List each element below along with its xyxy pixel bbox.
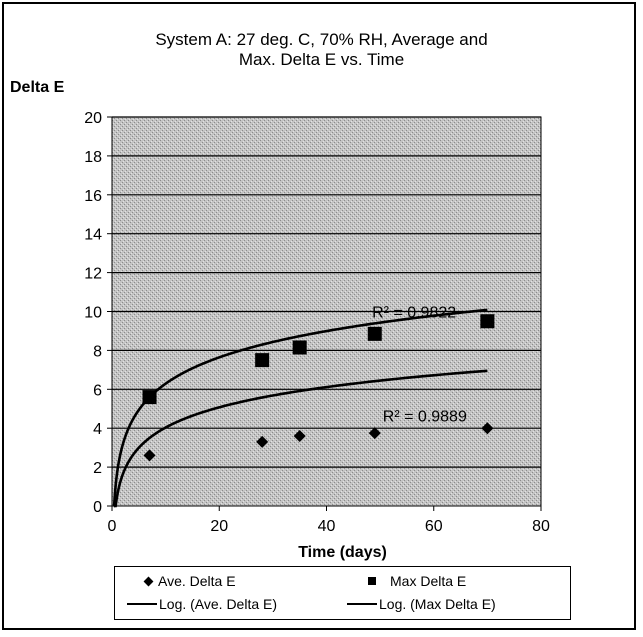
trendlines	[112, 308, 488, 508]
chart-title-line-1: System A: 27 deg. C, 70% RH, Average and	[155, 30, 488, 49]
y-tick-label: 10	[84, 305, 102, 322]
diamond-marker-icon	[143, 576, 154, 586]
y-tick-label: 0	[93, 499, 102, 516]
legend-label-log-max: Log. (Max Delta E)	[379, 596, 496, 612]
x-tick-label: 20	[210, 518, 228, 535]
y-tick-label: 14	[84, 227, 102, 244]
data-point-max	[255, 353, 270, 368]
line-marker-icon	[127, 603, 157, 605]
r-squared-label: R² = 0.9822	[372, 304, 456, 321]
legend-item-log-ave: Log. (Ave. Delta E)	[127, 596, 277, 612]
legend-item-log-max: Log. (Max Delta E)	[347, 596, 496, 612]
y-tick-label: 4	[93, 421, 102, 438]
chart-title: System A: 27 deg. C, 70% RH, Average and…	[0, 30, 643, 70]
y-tick-label: 8	[93, 343, 102, 360]
trendline	[112, 308, 488, 508]
data-point-max	[480, 314, 495, 329]
square-marker-icon	[368, 577, 376, 585]
data-point-max	[292, 340, 307, 355]
line-marker-icon	[347, 603, 377, 605]
annotations: R² = 0.9889 R² = 0.9822	[372, 304, 467, 425]
data-point-ave	[368, 427, 381, 440]
legend-item-max: Max Delta E	[368, 573, 466, 589]
data-point-ave	[293, 429, 306, 442]
y-tick-label: 20	[84, 110, 102, 127]
y-tick-label: 6	[93, 382, 102, 399]
legend: Ave. Delta E Max Delta E Log. (Ave. Delt…	[114, 566, 571, 620]
y-tick-label: 2	[93, 460, 102, 477]
legend-item-ave: Ave. Delta E	[143, 573, 236, 589]
data-point-max	[367, 326, 382, 341]
x-tick-label: 0	[108, 518, 117, 535]
x-tick-label: 40	[318, 518, 336, 535]
trendline	[113, 369, 488, 508]
y-tick-label: 18	[84, 149, 102, 166]
legend-label-ave: Ave. Delta E	[158, 573, 236, 589]
r-squared-label: R² = 0.9889	[383, 408, 467, 425]
legend-label-max: Max Delta E	[390, 573, 467, 589]
data-point-ave	[256, 435, 269, 448]
y-axis-label: Delta E	[10, 79, 65, 96]
data-point-max	[142, 390, 157, 405]
y-tick-label: 16	[84, 188, 102, 205]
x-axis-label: Time (days)	[298, 544, 387, 561]
data-point-ave	[143, 449, 156, 462]
gridlines	[112, 116, 541, 468]
chart-title-line-2: Max. Delta E vs. Time	[238, 50, 405, 69]
data-points	[142, 314, 495, 462]
x-tick-label: 60	[425, 518, 443, 535]
legend-label-log-ave: Log. (Ave. Delta E)	[159, 596, 278, 612]
x-tick-label: 80	[532, 518, 550, 535]
axes: 0 2 4 6 8 10 12 14 16 18 20 0 20 40 60 80	[84, 110, 550, 535]
y-tick-label: 12	[84, 266, 102, 283]
data-point-ave	[481, 422, 494, 435]
